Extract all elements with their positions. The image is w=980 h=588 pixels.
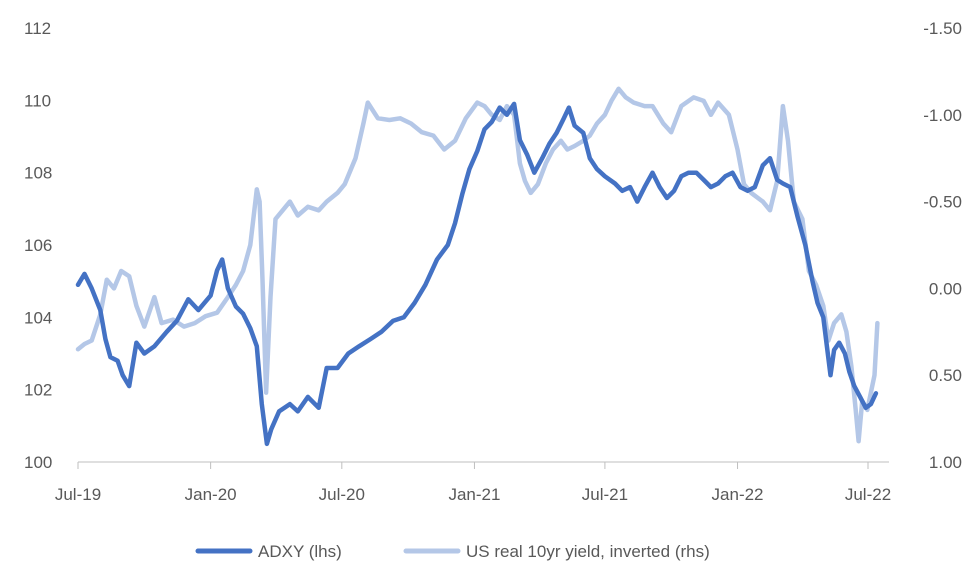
x-tick-label: Jul-22 — [845, 485, 891, 504]
legend-label: US real 10yr yield, inverted (rhs) — [466, 542, 710, 561]
y-left-tick-label: 102 — [24, 381, 52, 400]
y-right-tick-label: -1.00 — [923, 106, 962, 125]
y-right-tick-label: -1.50 — [923, 19, 962, 38]
legend-item-us-real-yield: US real 10yr yield, inverted (rhs) — [403, 542, 710, 561]
y-right-tick-label: 0.50 — [929, 366, 962, 385]
y-left-tick-label: 112 — [24, 19, 51, 38]
y-right-tick-label: -0.50 — [923, 193, 962, 212]
x-tick-label: Jan-20 — [185, 485, 237, 504]
x-tick-label: Jul-21 — [582, 485, 628, 504]
y-right-tick-label: 0.00 — [929, 279, 962, 298]
y-left-tick-label: 110 — [24, 91, 51, 110]
x-tick-label: Jan-22 — [712, 485, 764, 504]
x-tick-label: Jul-19 — [55, 485, 101, 504]
legend-label: ADXY (lhs) — [258, 542, 342, 561]
x-tick-label: Jul-20 — [319, 485, 365, 504]
plot-area — [75, 86, 880, 447]
y-left-tick-label: 104 — [24, 308, 52, 327]
y-left-tick-label: 108 — [24, 164, 52, 183]
y-right-tick-label: 1.00 — [929, 453, 962, 472]
x-axis: Jul-19 Jan-20 Jul-20 Jan-21 Jul-21 Jan-22 Jul-… — [55, 461, 891, 504]
y-axis-right: 1.00 0.50 0.00 -0.50 -1.00 -1.50 — [923, 19, 962, 472]
y-axis-left: 100 102 104 106 108 110 112 — [24, 19, 52, 472]
y-left-tick-label: 106 — [24, 236, 52, 255]
legend-item-adxy: ADXY (lhs) — [195, 542, 342, 561]
series-line-us-real-yield — [75, 86, 880, 444]
legend: ADXY (lhs) US real 10yr yield, inverted (… — [195, 542, 710, 561]
series-line-adxy — [75, 101, 879, 447]
x-tick-label: Jan-21 — [448, 485, 500, 504]
y-left-tick-label: 100 — [24, 453, 52, 472]
